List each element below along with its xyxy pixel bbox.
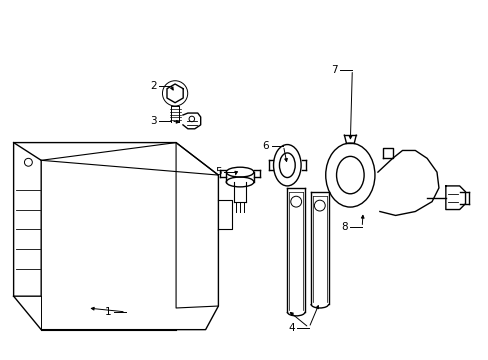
Text: 1: 1 [104, 307, 111, 317]
Text: 7: 7 [330, 65, 337, 75]
Text: 2: 2 [150, 81, 157, 91]
Text: 6: 6 [262, 140, 268, 150]
Text: 4: 4 [287, 323, 294, 333]
Text: 8: 8 [341, 222, 347, 232]
Text: 5: 5 [215, 167, 221, 177]
Text: 3: 3 [150, 116, 157, 126]
